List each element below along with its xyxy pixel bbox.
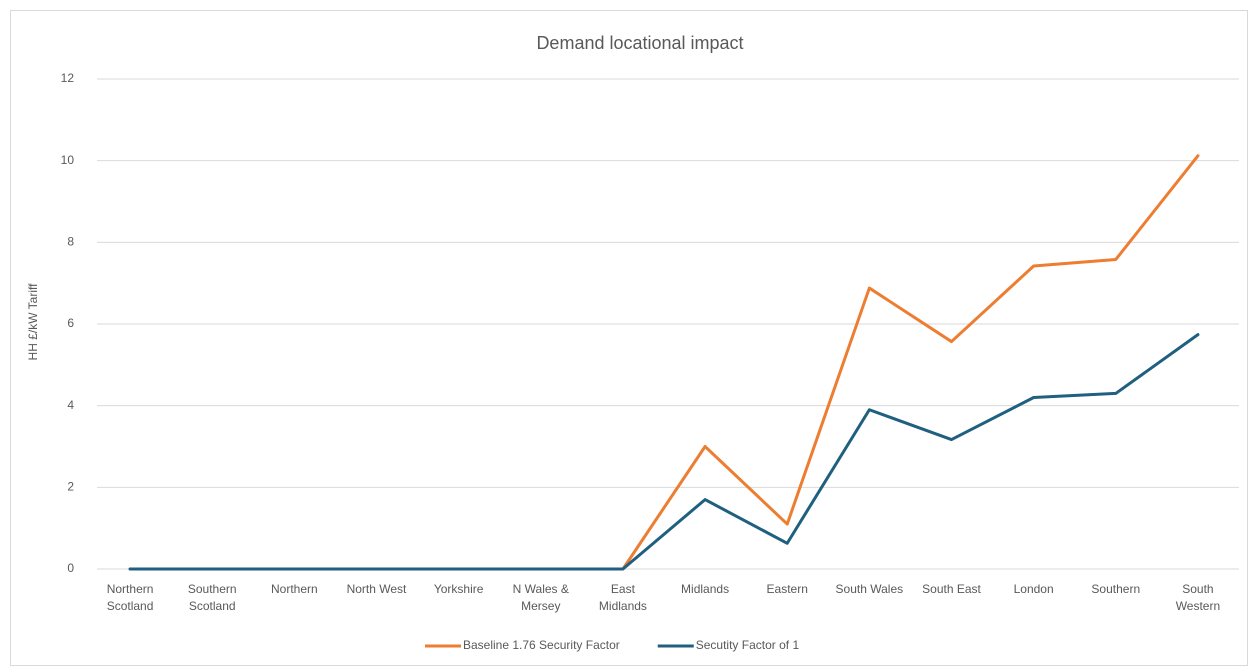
- x-tick-label: Southern Scotland: [187, 582, 237, 613]
- x-tick-label: Southern: [1091, 582, 1141, 596]
- x-tick-label: London: [1013, 582, 1054, 596]
- y-axis-label: HH £/kW Tariff: [26, 283, 40, 361]
- line-series: [128, 333, 1200, 571]
- x-tick-label: Midlands: [681, 582, 730, 596]
- y-tick-label: 6: [67, 316, 74, 330]
- x-tick-label: N Wales & Mersey: [512, 582, 569, 613]
- x-tick-label: Eastern: [766, 582, 808, 596]
- x-tick-label: East Midlands: [598, 582, 647, 613]
- x-tick-label: North West: [346, 582, 407, 596]
- x-tick-label: Northern Scotland: [106, 582, 154, 613]
- chart-frame: [10, 10, 1248, 666]
- x-tick-label: South Western: [1175, 582, 1221, 613]
- x-tick-label: Yorkshire: [433, 582, 484, 596]
- y-tick-label: 8: [67, 235, 74, 249]
- y-tick-label: 2: [67, 480, 74, 494]
- y-tick-label: 10: [61, 153, 75, 167]
- y-tick-label: 12: [61, 71, 75, 85]
- y-tick-label: 0: [67, 561, 74, 575]
- y-tick-label: 4: [67, 398, 74, 412]
- legend-label: Secutity Factor of 1: [696, 638, 800, 652]
- x-tick-label: Northern: [271, 582, 318, 596]
- chart-title: Demand locational impact: [536, 33, 743, 53]
- x-tick-label: South Wales: [835, 582, 904, 596]
- x-tick-label: South East: [922, 582, 981, 596]
- legend-label: Baseline 1.76 Security Factor: [463, 638, 620, 652]
